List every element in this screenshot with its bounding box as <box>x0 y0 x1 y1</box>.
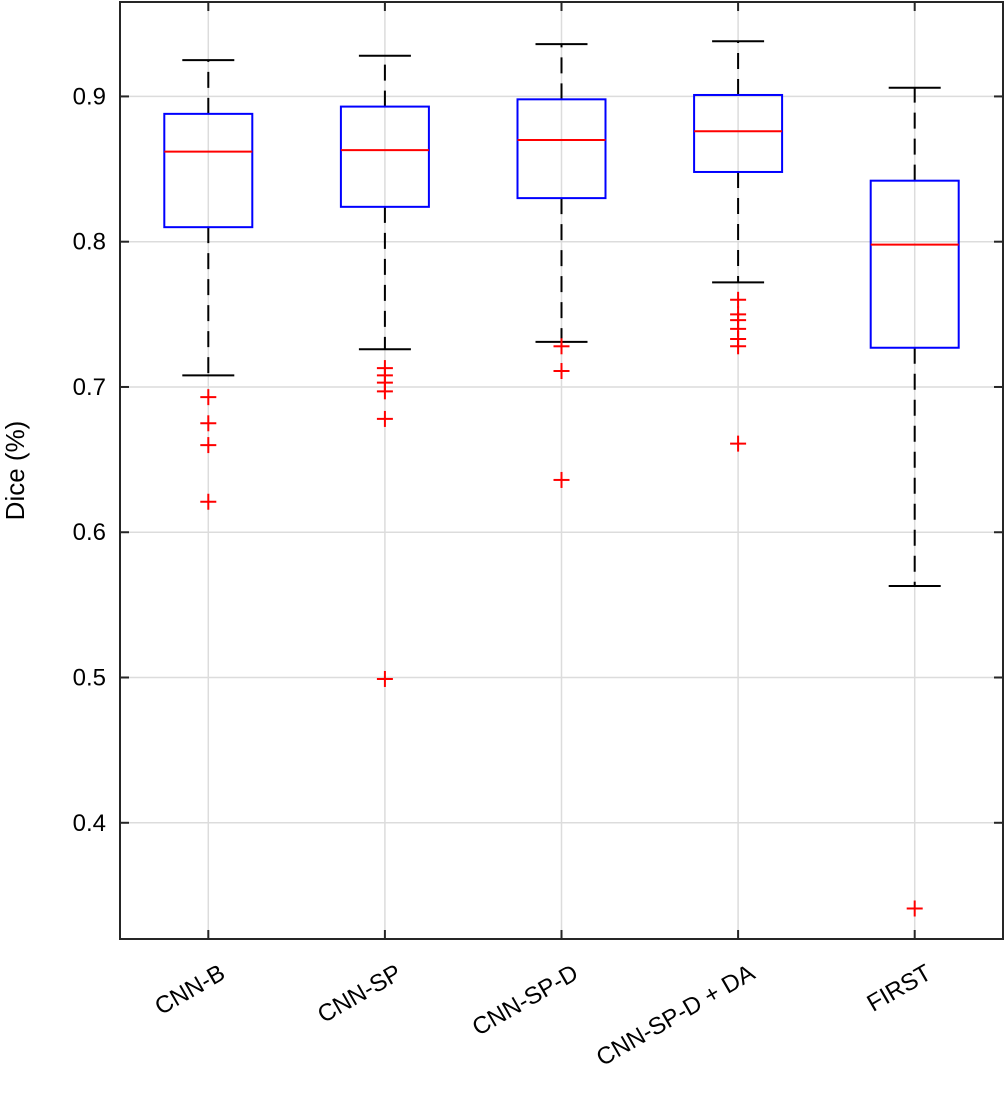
iqr-box <box>693 93 784 173</box>
outlier-marker <box>906 900 923 917</box>
y-tick-label: 0.8 <box>73 229 106 256</box>
box-group <box>516 43 607 488</box>
outlier-marker <box>200 493 217 510</box>
outlier-marker <box>553 362 570 379</box>
outlier-marker <box>200 389 217 406</box>
box-group <box>693 40 784 452</box>
outlier-marker <box>200 415 217 432</box>
iqr-box <box>516 98 607 200</box>
iqr-box <box>163 112 254 229</box>
y-axis-label: Dice (%) <box>0 421 30 521</box>
y-tick-label: 0.5 <box>73 665 106 692</box>
outlier-marker <box>730 435 747 452</box>
outlier-marker <box>553 471 570 488</box>
box-group <box>339 54 430 687</box>
outlier-marker <box>730 338 747 355</box>
y-tick-label: 0.7 <box>73 374 106 401</box>
iqr-box <box>869 179 960 349</box>
outlier-marker <box>553 338 570 355</box>
y-tick-label: 0.9 <box>73 83 106 110</box>
y-tick-label: 0.6 <box>73 519 106 546</box>
boxes-layer <box>163 40 960 917</box>
y-tick-label: 0.4 <box>73 810 106 837</box>
box-group <box>163 59 254 510</box>
outlier-marker <box>376 670 393 687</box>
outlier-marker <box>200 437 217 454</box>
outlier-marker <box>376 410 393 427</box>
iqr-box <box>339 105 430 208</box>
outlier-marker <box>376 383 393 400</box>
outlier-marker <box>730 291 747 308</box>
box-group <box>869 86 960 917</box>
